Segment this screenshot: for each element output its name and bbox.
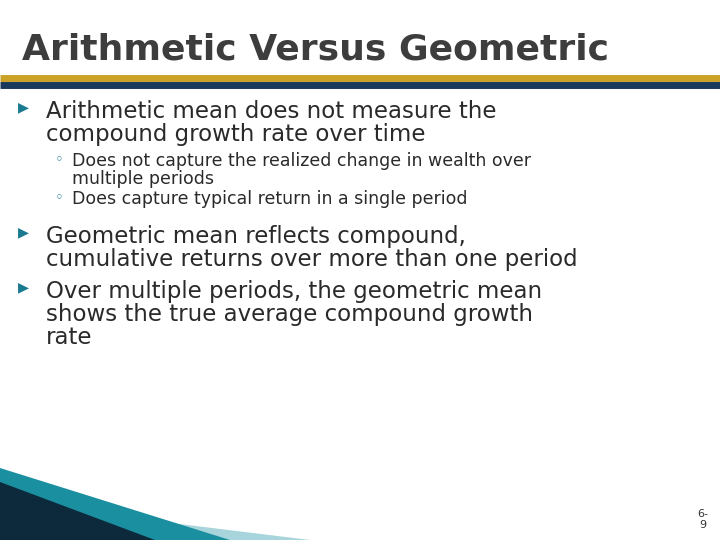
Text: cumulative returns over more than one period: cumulative returns over more than one pe… (46, 248, 577, 271)
Polygon shape (0, 502, 310, 540)
Text: ▶: ▶ (18, 280, 29, 294)
Text: Arithmetic mean does not measure the: Arithmetic mean does not measure the (46, 100, 497, 123)
Text: compound growth rate over time: compound growth rate over time (46, 123, 426, 146)
Text: Arithmetic Versus Geometric: Arithmetic Versus Geometric (22, 32, 609, 66)
Text: 6-
9: 6- 9 (698, 509, 708, 530)
Text: rate: rate (46, 326, 92, 349)
Polygon shape (0, 468, 230, 540)
Text: Does not capture the realized change in wealth over: Does not capture the realized change in … (72, 152, 531, 170)
Text: ▶: ▶ (18, 100, 29, 114)
Text: multiple periods: multiple periods (72, 170, 214, 188)
Text: ▶: ▶ (18, 225, 29, 239)
Text: Does capture typical return in a single period: Does capture typical return in a single … (72, 190, 467, 208)
Text: Geometric mean reflects compound,: Geometric mean reflects compound, (46, 225, 466, 248)
Text: ◦: ◦ (55, 152, 64, 167)
Text: Over multiple periods, the geometric mean: Over multiple periods, the geometric mea… (46, 280, 542, 303)
Text: shows the true average compound growth: shows the true average compound growth (46, 303, 533, 326)
Polygon shape (0, 482, 155, 540)
Text: ◦: ◦ (55, 190, 64, 205)
